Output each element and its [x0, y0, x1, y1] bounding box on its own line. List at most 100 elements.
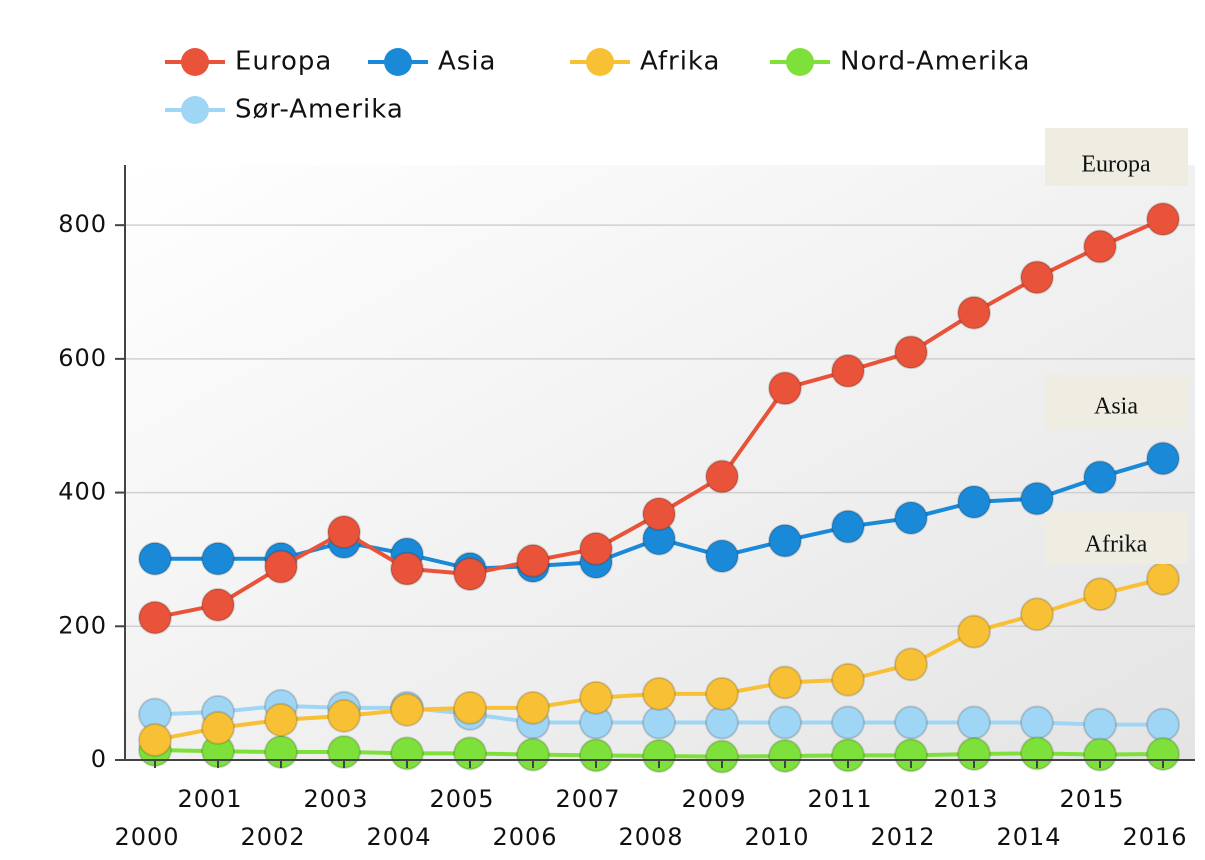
x-tick-label: 2014 — [996, 823, 1061, 851]
point — [201, 587, 235, 622]
point — [1146, 441, 1180, 476]
point — [957, 295, 991, 330]
point — [705, 705, 739, 740]
point — [1083, 229, 1117, 264]
legend-label: Asia — [438, 47, 497, 77]
annotation: Asia — [1094, 394, 1138, 420]
point — [579, 531, 613, 566]
x-tick-label: 2004 — [366, 823, 431, 851]
point — [705, 539, 739, 574]
x-tick-label: 2007 — [555, 785, 620, 813]
point — [1146, 561, 1180, 596]
point — [831, 705, 865, 740]
point — [894, 647, 928, 682]
legend-label: Nord-Amerika — [840, 47, 1030, 77]
point — [642, 676, 676, 711]
point — [705, 459, 739, 494]
point — [768, 705, 802, 740]
point — [957, 736, 991, 771]
x-tick-label: 2009 — [681, 785, 746, 813]
point — [138, 600, 172, 635]
point — [1083, 707, 1117, 742]
point — [831, 353, 865, 388]
x-tick-label: 2016 — [1122, 823, 1187, 851]
y-tick-label: 0 — [91, 745, 107, 773]
point — [831, 738, 865, 773]
annotation: Europa — [1081, 152, 1151, 178]
point — [201, 710, 235, 745]
point — [201, 541, 235, 576]
legend-marker — [384, 48, 412, 76]
point — [1083, 737, 1117, 772]
point — [138, 722, 172, 757]
x-tick-label: 2010 — [744, 823, 809, 851]
legend-marker — [181, 96, 209, 124]
point — [1020, 705, 1054, 740]
point — [516, 737, 550, 772]
point — [768, 523, 802, 558]
point — [768, 665, 802, 700]
point — [390, 551, 424, 586]
point — [264, 702, 298, 737]
x-tick-label: 2005 — [429, 785, 494, 813]
point — [957, 484, 991, 519]
point — [957, 705, 991, 740]
x-tick-label: 2015 — [1059, 785, 1124, 813]
legend-marker — [786, 48, 814, 76]
point — [453, 557, 487, 592]
point — [138, 541, 172, 576]
annotation: Afrika — [1085, 532, 1148, 558]
point — [390, 736, 424, 771]
point — [705, 739, 739, 774]
point — [1020, 597, 1054, 632]
point — [894, 738, 928, 773]
y-tick-label: 800 — [58, 210, 107, 238]
x-tick-label: 2001 — [177, 785, 242, 813]
x-tick-label: 2006 — [492, 823, 557, 851]
x-tick-label: 2000 — [114, 823, 179, 851]
point — [390, 692, 424, 727]
point — [579, 680, 613, 715]
point — [642, 496, 676, 531]
y-tick-label: 200 — [58, 611, 107, 639]
x-tick-label: 2003 — [303, 785, 368, 813]
point — [516, 543, 550, 578]
point — [894, 705, 928, 740]
annotation-box — [1045, 512, 1188, 564]
x-tick-label: 2012 — [870, 823, 935, 851]
point — [1146, 736, 1180, 771]
legend-marker — [586, 48, 614, 76]
point — [705, 676, 739, 711]
x-tick-label: 2011 — [807, 785, 872, 813]
point — [894, 500, 928, 535]
plot-area — [125, 165, 1195, 760]
point — [1083, 577, 1117, 612]
point — [768, 738, 802, 773]
point — [1020, 736, 1054, 771]
y-tick-label: 400 — [58, 478, 107, 506]
point — [957, 614, 991, 649]
point — [1020, 260, 1054, 295]
annotation-box — [1045, 128, 1188, 186]
legend-label: Afrika — [640, 47, 720, 77]
point — [642, 738, 676, 773]
x-tick-label: 2013 — [933, 785, 998, 813]
point — [579, 738, 613, 773]
annotation-box — [1045, 375, 1188, 430]
point — [1146, 202, 1180, 237]
point — [516, 690, 550, 725]
point — [768, 371, 802, 406]
point — [831, 662, 865, 697]
point — [327, 515, 361, 550]
point — [642, 705, 676, 740]
y-tick-label: 600 — [58, 344, 107, 372]
point — [1083, 460, 1117, 495]
x-tick-label: 2002 — [240, 823, 305, 851]
point — [831, 509, 865, 544]
point — [1146, 707, 1180, 742]
legend-label: Europa — [235, 47, 332, 77]
legend-marker — [181, 48, 209, 76]
legend-label: Sør-Amerika — [235, 95, 404, 125]
point — [327, 698, 361, 733]
